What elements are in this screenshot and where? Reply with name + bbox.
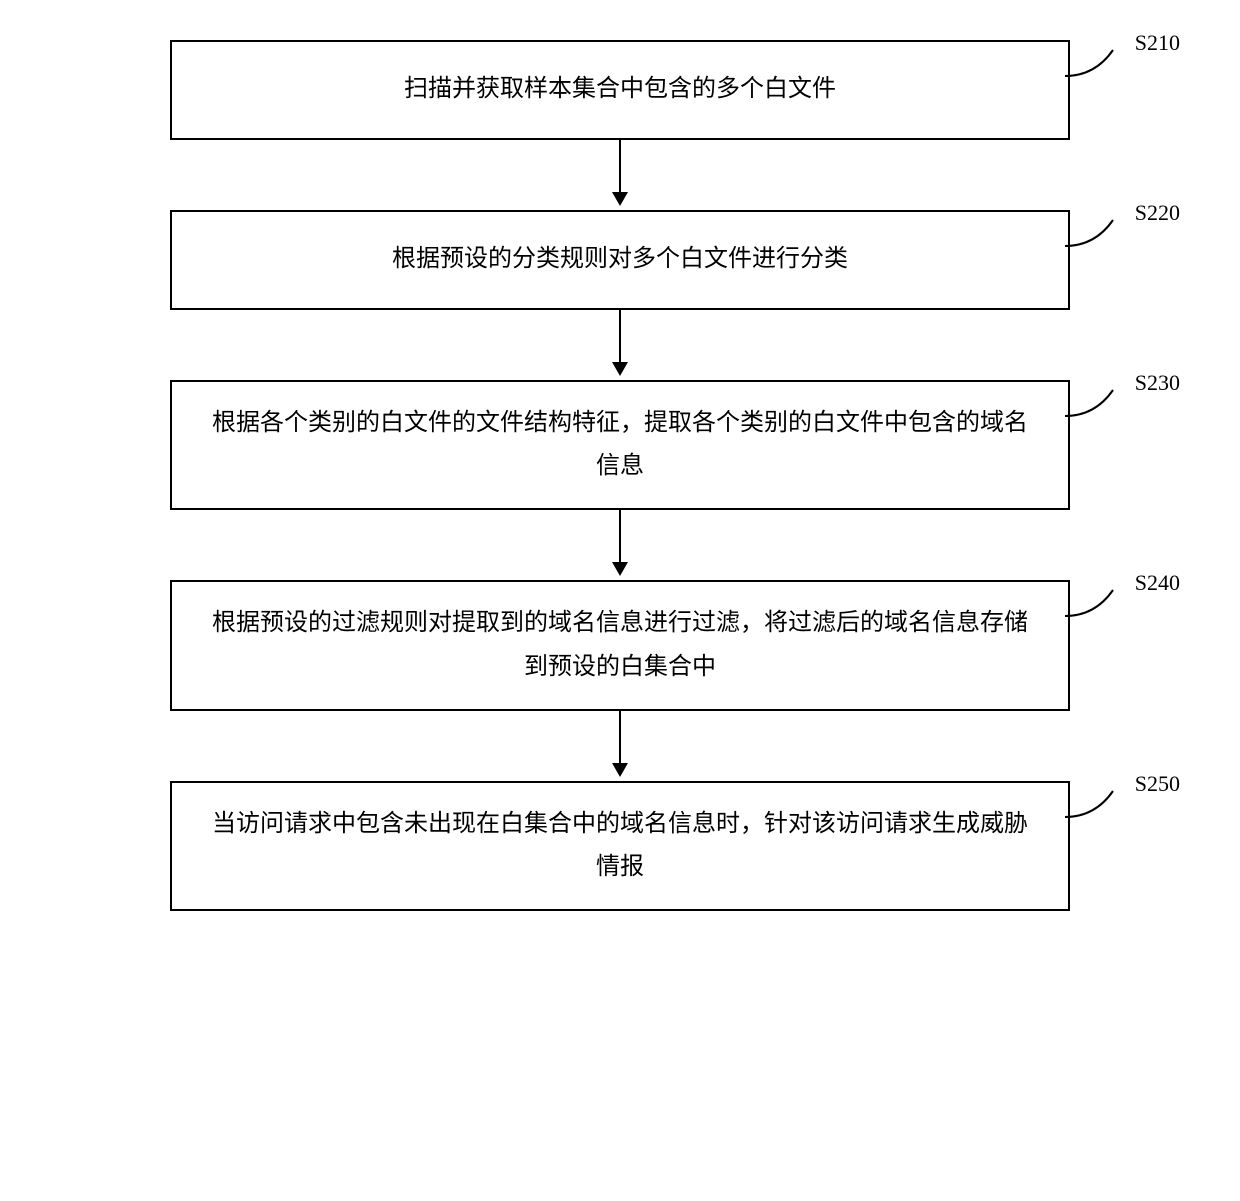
- step-text-s230: 根据各个类别的白文件的文件结构特征，提取各个类别的白文件中包含的域名信息: [212, 402, 1028, 488]
- step-text-s210: 扫描并获取样本集合中包含的多个白文件: [404, 68, 836, 111]
- connector-curve-s250: [1065, 789, 1115, 819]
- arrow-head: [612, 192, 628, 206]
- step-label-s230: S230: [1135, 370, 1180, 396]
- step-label-s250: S250: [1135, 771, 1180, 797]
- step-label-s210: S210: [1135, 30, 1180, 56]
- flowchart-container: S210 扫描并获取样本集合中包含的多个白文件 S220 根据预设的分类规则对多…: [20, 40, 1220, 911]
- arrow-head: [612, 362, 628, 376]
- step-box-s220: 根据预设的分类规则对多个白文件进行分类: [170, 210, 1070, 310]
- step-label-s240: S240: [1135, 570, 1180, 596]
- step-label-s220: S220: [1135, 200, 1180, 226]
- arrow-s220-s230: [612, 310, 628, 380]
- arrow-head: [612, 763, 628, 777]
- step-wrapper-s210: S210 扫描并获取样本集合中包含的多个白文件: [20, 40, 1220, 140]
- arrow-s230-s240: [612, 510, 628, 580]
- step-box-s250: 当访问请求中包含未出现在白集合中的域名信息时，针对该访问请求生成威胁情报: [170, 781, 1070, 911]
- arrow-head: [612, 562, 628, 576]
- step-text-s220: 根据预设的分类规则对多个白文件进行分类: [392, 238, 848, 281]
- arrow-line: [619, 510, 621, 562]
- step-text-s240: 根据预设的过滤规则对提取到的域名信息进行过滤，将过滤后的域名信息存储到预设的白集…: [212, 602, 1028, 688]
- step-wrapper-s240: S240 根据预设的过滤规则对提取到的域名信息进行过滤，将过滤后的域名信息存储到…: [20, 580, 1220, 710]
- arrow-line: [619, 711, 621, 763]
- step-wrapper-s250: S250 当访问请求中包含未出现在白集合中的域名信息时，针对该访问请求生成威胁情…: [20, 781, 1220, 911]
- step-box-s210: 扫描并获取样本集合中包含的多个白文件: [170, 40, 1070, 140]
- connector-curve-s230: [1065, 388, 1115, 418]
- step-box-s240: 根据预设的过滤规则对提取到的域名信息进行过滤，将过滤后的域名信息存储到预设的白集…: [170, 580, 1070, 710]
- connector-curve-s220: [1065, 218, 1115, 248]
- arrow-s210-s220: [612, 140, 628, 210]
- step-text-s250: 当访问请求中包含未出现在白集合中的域名信息时，针对该访问请求生成威胁情报: [212, 803, 1028, 889]
- arrow-line: [619, 140, 621, 192]
- step-wrapper-s220: S220 根据预设的分类规则对多个白文件进行分类: [20, 210, 1220, 310]
- arrow-line: [619, 310, 621, 362]
- connector-curve-s210: [1065, 48, 1115, 78]
- step-wrapper-s230: S230 根据各个类别的白文件的文件结构特征，提取各个类别的白文件中包含的域名信…: [20, 380, 1220, 510]
- arrow-s240-s250: [612, 711, 628, 781]
- step-box-s230: 根据各个类别的白文件的文件结构特征，提取各个类别的白文件中包含的域名信息: [170, 380, 1070, 510]
- connector-curve-s240: [1065, 588, 1115, 618]
